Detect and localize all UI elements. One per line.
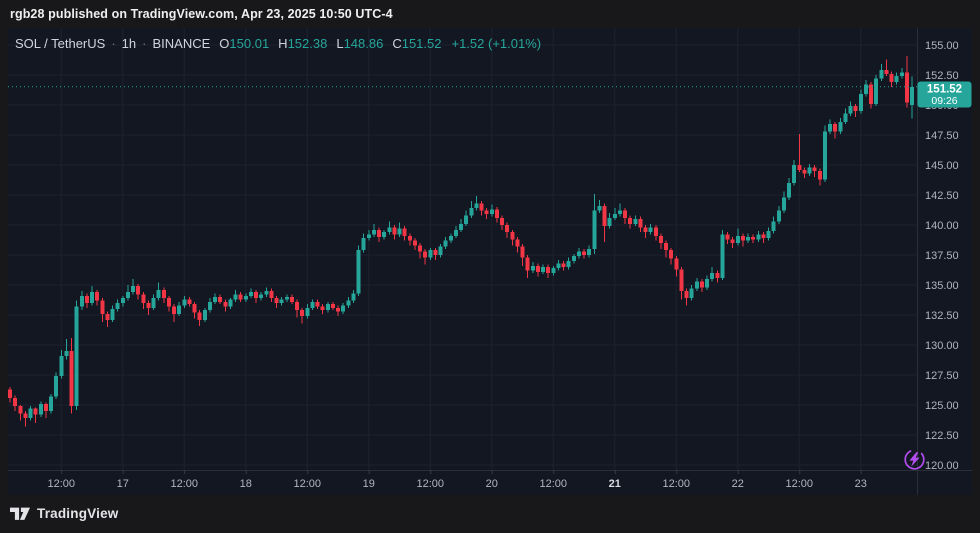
- attribution-text: rgb28 published on TradingView.com, Apr …: [10, 7, 393, 21]
- ohlc-high: H152.38: [278, 36, 328, 51]
- symbol-header: SOL / TetherUS · 1h · BINANCE O150.01 H1…: [15, 35, 541, 52]
- svg-text:155.00: 155.00: [925, 40, 959, 52]
- svg-text:18: 18: [240, 478, 252, 490]
- change-label: +1.52 (+1.01%): [451, 36, 542, 51]
- svg-text:147.50: 147.50: [925, 130, 959, 142]
- svg-text:12:00: 12:00: [293, 478, 321, 490]
- ohlc-low: L148.86: [336, 36, 384, 51]
- svg-text:152.50: 152.50: [925, 70, 959, 82]
- svg-text:125.00: 125.00: [925, 400, 959, 412]
- svg-text:19: 19: [363, 478, 375, 490]
- svg-text:12:00: 12:00: [662, 478, 690, 490]
- tradingview-logo[interactable]: TradingView: [10, 505, 118, 522]
- svg-text:20: 20: [486, 478, 498, 490]
- interval-label: 1h: [121, 36, 137, 51]
- attribution: rgb28 published on TradingView.com, Apr …: [10, 0, 393, 28]
- time-axis[interactable]: 12:00 17 12:00 18 12:00 19 12:00 20 12:00 21 12:00…: [47, 470, 867, 490]
- grid: [8, 28, 917, 470]
- svg-text:145.00: 145.00: [925, 160, 959, 172]
- svg-text:09:26: 09:26: [931, 95, 957, 107]
- svg-text:130.00: 130.00: [925, 340, 959, 352]
- svg-text:12:00: 12:00: [539, 478, 567, 490]
- tradingview-logo-text: TradingView: [37, 506, 119, 521]
- chart-widget: 155.00152.50150.00147.50145.00142.50140.…: [8, 28, 972, 495]
- svg-text:137.50: 137.50: [925, 250, 959, 262]
- ohlc-open: O150.01: [219, 36, 270, 51]
- svg-text:151.52: 151.52: [927, 84, 962, 96]
- svg-text:140.00: 140.00: [925, 220, 959, 232]
- candles: [8, 55, 914, 427]
- svg-text:17: 17: [117, 478, 129, 490]
- price-axis[interactable]: 155.00152.50150.00147.50145.00142.50140.…: [925, 40, 959, 472]
- candlestick-chart[interactable]: 155.00152.50150.00147.50145.00142.50140.…: [8, 28, 972, 495]
- svg-text:22: 22: [732, 478, 744, 490]
- symbol-name: SOL / TetherUS: [15, 36, 106, 51]
- svg-text:21: 21: [609, 478, 621, 490]
- ohlc-close: C151.52: [392, 36, 442, 51]
- separator-dot: ·: [111, 36, 116, 51]
- separator-dot: ·: [142, 36, 147, 51]
- exchange-label: BINANCE: [152, 36, 211, 51]
- svg-text:132.50: 132.50: [925, 310, 959, 322]
- svg-text:120.00: 120.00: [925, 460, 959, 472]
- tradingview-logo-icon: [10, 507, 30, 520]
- svg-text:142.50: 142.50: [925, 190, 959, 202]
- svg-text:122.50: 122.50: [925, 430, 959, 442]
- boost-icon[interactable]: [901, 446, 927, 472]
- svg-text:127.50: 127.50: [925, 370, 959, 382]
- svg-text:135.00: 135.00: [925, 280, 959, 292]
- svg-text:12:00: 12:00: [416, 478, 444, 490]
- svg-text:12:00: 12:00: [47, 478, 75, 490]
- svg-text:12:00: 12:00: [170, 478, 198, 490]
- svg-text:12:00: 12:00: [785, 478, 813, 490]
- svg-text:23: 23: [855, 478, 867, 490]
